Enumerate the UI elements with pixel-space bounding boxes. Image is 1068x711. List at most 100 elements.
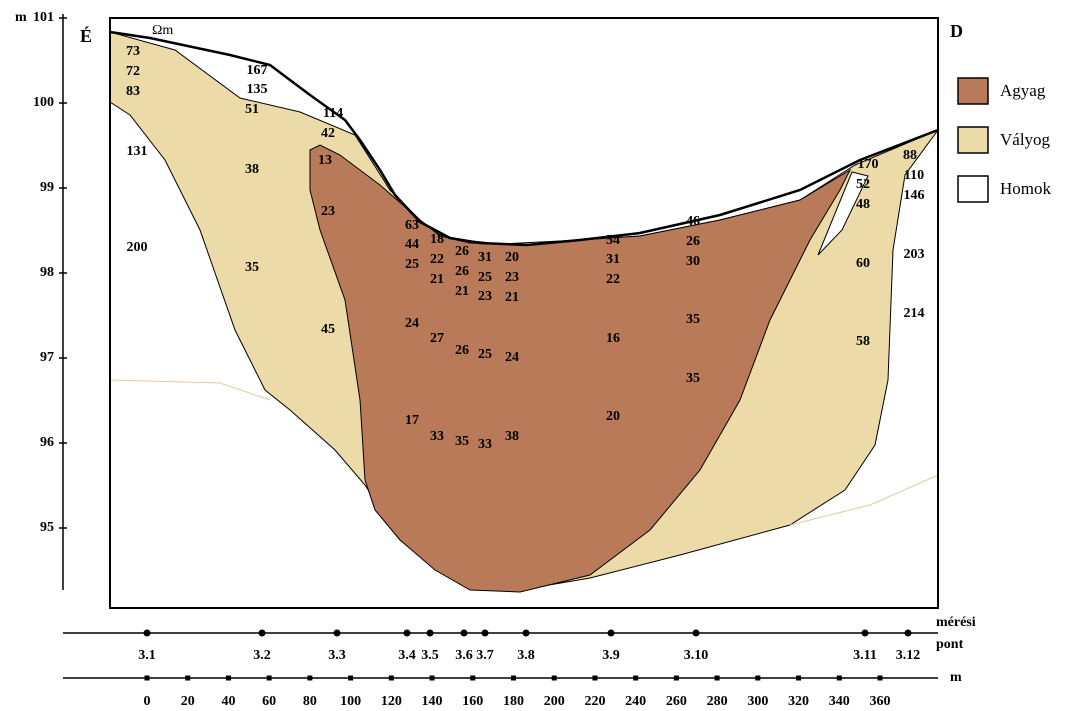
resistivity-value: 33 [478, 437, 492, 452]
distance-tick [226, 676, 231, 681]
point-label: 3.1 [138, 648, 156, 663]
south-label: D [950, 21, 963, 41]
distance-tick [674, 676, 679, 681]
distance-label: 240 [625, 694, 646, 709]
resistivity-value: 44 [405, 237, 419, 252]
resistivity-value: 33 [430, 429, 444, 444]
point-label: 3.8 [517, 648, 535, 663]
north-label: É [80, 25, 92, 46]
distance-label: 120 [381, 694, 402, 709]
point-label: 3.5 [421, 648, 439, 663]
resistivity-value: 46 [686, 214, 700, 229]
distance-label: 200 [544, 694, 565, 709]
distance-label: 40 [221, 694, 235, 709]
distance-label: 340 [829, 694, 850, 709]
distance-tick [715, 676, 720, 681]
resistivity-value: 60 [856, 256, 870, 271]
measuring-point [905, 630, 912, 637]
distance-label: 80 [303, 694, 317, 709]
resistivity-value: 73 [126, 44, 140, 59]
point-label: 3.4 [398, 648, 416, 663]
resistivity-value: 51 [245, 102, 259, 117]
legend-label: Vályog [1000, 130, 1051, 149]
elevation-label: 97 [40, 350, 54, 365]
distance-tick [470, 676, 475, 681]
distance-label: 320 [788, 694, 809, 709]
resistivity-value: 48 [856, 197, 870, 212]
point-label: 3.7 [476, 648, 494, 663]
resistivity-value: 27 [430, 331, 444, 346]
resistivity-value: 42 [321, 126, 335, 141]
resistivity-value: 22 [430, 252, 444, 267]
point-label: 3.6 [455, 648, 473, 663]
distance-tick [430, 676, 435, 681]
distance-tick [552, 676, 557, 681]
resistivity-value: 38 [245, 162, 259, 177]
resistivity-value: 45 [321, 322, 335, 337]
axis-unit: m [15, 10, 27, 25]
resistivity-value: 54 [606, 233, 620, 248]
resistivity-value: 35 [245, 260, 259, 275]
resistivity-value: 26 [455, 264, 469, 279]
measuring-point [482, 630, 489, 637]
resistivity-value: 72 [126, 64, 140, 79]
resistivity-value: 23 [478, 289, 492, 304]
resistivity-unit: Ωm [152, 23, 173, 38]
resistivity-value: 83 [126, 84, 140, 99]
distance-tick [592, 676, 597, 681]
distance-tick [837, 676, 842, 681]
resistivity-value: 35 [455, 434, 469, 449]
elevation-label: 98 [40, 265, 54, 280]
resistivity-value: 21 [505, 290, 519, 305]
distance-tick [307, 676, 312, 681]
point-label: 3.2 [253, 648, 271, 663]
measuring-point [334, 630, 341, 637]
points-label: pont [936, 637, 964, 652]
distance-tick [796, 676, 801, 681]
resistivity-value: 131 [127, 144, 148, 159]
measuring-point [404, 630, 411, 637]
resistivity-value: 146 [904, 188, 925, 203]
distance-tick [145, 676, 150, 681]
resistivity-value: 31 [478, 250, 492, 265]
distance-tick [755, 676, 760, 681]
distance-label: 360 [870, 694, 891, 709]
distance-tick [878, 676, 883, 681]
resistivity-value: 23 [505, 270, 519, 285]
resistivity-value: 38 [505, 429, 519, 444]
resistivity-value: 21 [430, 272, 444, 287]
legend-swatch [958, 78, 988, 104]
resistivity-value: 16 [606, 331, 620, 346]
resistivity-value: 25 [478, 347, 492, 362]
distance-label: 100 [340, 694, 361, 709]
resistivity-value: 58 [856, 334, 870, 349]
sand-boundary [110, 380, 270, 400]
resistivity-value: 114 [323, 106, 343, 121]
distance-tick [348, 676, 353, 681]
resistivity-value: 25 [478, 270, 492, 285]
point-label: 3.11 [853, 648, 877, 663]
resistivity-value: 214 [904, 306, 925, 321]
resistivity-value: 26 [686, 234, 700, 249]
elevation-label: 100 [33, 95, 54, 110]
measuring-point [144, 630, 151, 637]
resistivity-value: 35 [686, 371, 700, 386]
resistivity-value: 21 [455, 284, 469, 299]
distance-label: 0 [144, 694, 151, 709]
resistivity-value: 23 [321, 204, 335, 219]
legend-swatch [958, 176, 988, 202]
distance-label: 300 [747, 694, 768, 709]
distance-tick [511, 676, 516, 681]
distance-label: 60 [262, 694, 276, 709]
resistivity-value: 88 [903, 148, 917, 163]
resistivity-value: 25 [405, 257, 419, 272]
resistivity-value: 63 [405, 218, 419, 233]
resistivity-value: 170 [858, 157, 879, 172]
resistivity-value: 203 [904, 247, 925, 262]
resistivity-value: 17 [405, 413, 419, 428]
distance-tick [267, 676, 272, 681]
elevation-label: 101 [33, 10, 54, 25]
resistivity-value: 22 [606, 272, 620, 287]
point-label: 3.10 [684, 648, 709, 663]
resistivity-value: 167 [247, 63, 268, 78]
